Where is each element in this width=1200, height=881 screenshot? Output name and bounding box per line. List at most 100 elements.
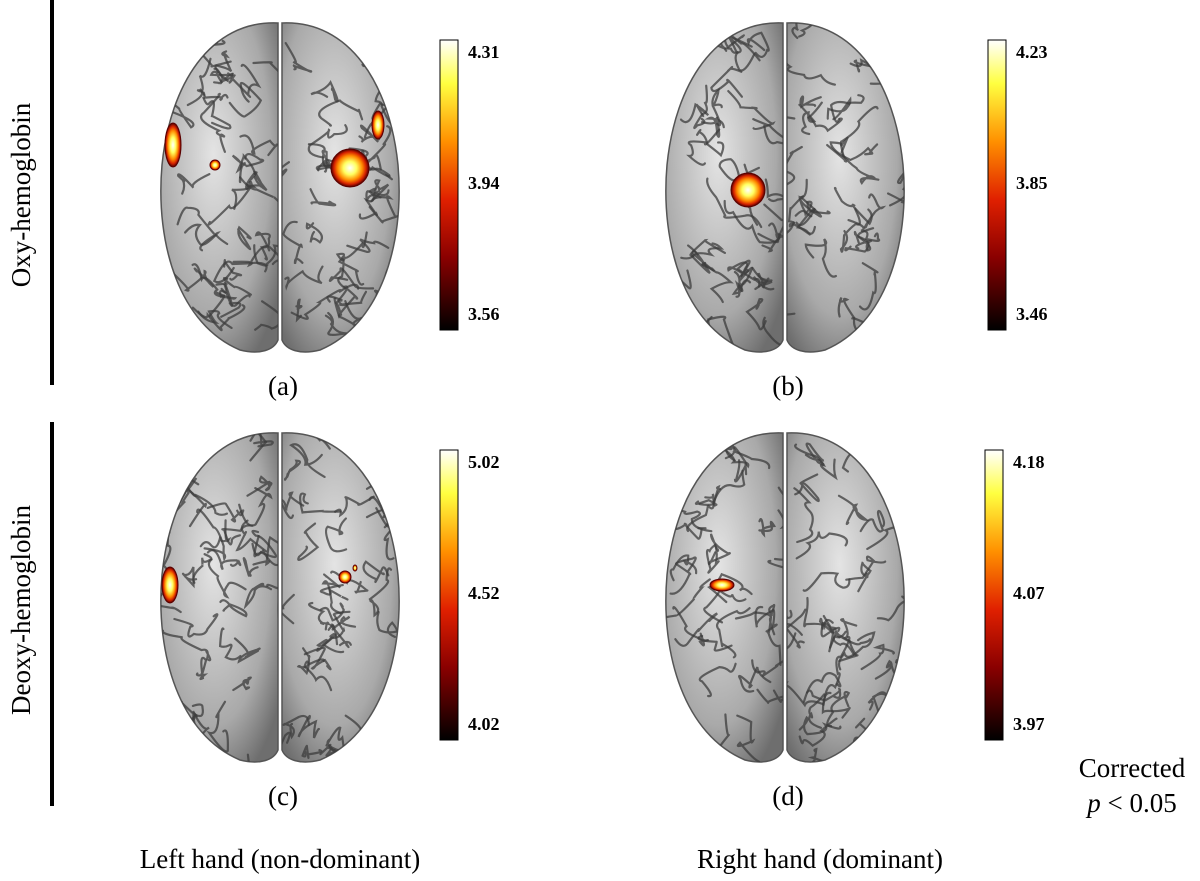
- sulcus: [206, 700, 229, 753]
- sulcus: [305, 222, 324, 244]
- sulcus: [703, 261, 734, 304]
- sulcus: [841, 153, 880, 185]
- sulcus: [243, 582, 273, 610]
- hemisphere: [281, 22, 400, 353]
- activation: [338, 570, 352, 584]
- sulcus: [723, 199, 781, 244]
- sulcus: [795, 207, 831, 235]
- sulcus: [804, 238, 837, 278]
- sulcus: [282, 731, 291, 760]
- sulcus: [238, 152, 265, 184]
- sulcus: [239, 134, 278, 157]
- sulcus: [736, 714, 761, 762]
- sulcus: [384, 273, 400, 301]
- sulcus: [316, 610, 351, 652]
- sulcus: [853, 230, 873, 252]
- sulcus: [195, 656, 209, 681]
- sulcus: [837, 631, 876, 671]
- sulcus: [702, 432, 735, 453]
- sulcus: [251, 529, 278, 559]
- sulcus: [223, 259, 243, 281]
- sulcus: [829, 629, 858, 656]
- sulcus: [282, 714, 310, 740]
- colorbar-label: 5.02: [468, 452, 500, 472]
- note: Corrected: [1079, 753, 1186, 783]
- colorbar-label: 3.97: [1013, 714, 1045, 734]
- sulcus: [665, 578, 711, 621]
- sulcus: [246, 475, 273, 497]
- sulcus: [282, 491, 305, 520]
- sulcus: [316, 633, 345, 654]
- brain: [160, 432, 400, 763]
- sulcus: [707, 533, 731, 566]
- sulcus: [231, 153, 256, 175]
- sulcus: [820, 622, 841, 653]
- hemisphere: [281, 432, 400, 763]
- sulcus: [381, 71, 400, 94]
- sulcus: [826, 105, 879, 163]
- activation: [164, 122, 182, 168]
- sulcus: [707, 315, 738, 352]
- sulcus: [218, 627, 242, 661]
- sulcus: [242, 432, 274, 448]
- sulcus: [254, 300, 278, 331]
- sulcus: [670, 522, 707, 540]
- sulcus: [698, 469, 746, 506]
- sulcus: [733, 459, 748, 483]
- sulcus: [829, 94, 865, 123]
- sulcus: [283, 459, 302, 481]
- sulcus: [181, 566, 198, 589]
- sulcus: [365, 187, 390, 202]
- colorbar-label: 4.31: [468, 42, 500, 62]
- sulcus: [365, 453, 400, 490]
- sulcus: [679, 102, 710, 124]
- sulcus: [805, 687, 842, 702]
- sulcus: [335, 231, 368, 262]
- sulcus: [665, 729, 673, 762]
- sulcus: [863, 193, 887, 229]
- sulcus: [297, 522, 320, 561]
- note: p < 0.05: [1085, 788, 1176, 818]
- brain: [160, 22, 400, 353]
- activation: [709, 578, 735, 592]
- sulcus: [715, 607, 751, 659]
- sulcus: [206, 549, 242, 571]
- activation: [371, 110, 385, 140]
- sulcus: [727, 90, 776, 131]
- column-label: Left hand (non-dominant): [140, 844, 420, 874]
- sulcus: [826, 690, 851, 728]
- colorbar-label: 4.52: [468, 583, 500, 603]
- colorbar-label: 4.07: [1013, 583, 1045, 603]
- sulcus: [731, 279, 752, 298]
- gyri: [160, 39, 278, 334]
- sulcus: [793, 487, 814, 544]
- sulcus: [706, 177, 763, 229]
- sulcus: [837, 296, 861, 335]
- colorbar: [987, 39, 1007, 331]
- activation: [330, 148, 370, 188]
- sulcus: [821, 691, 851, 719]
- sulcus: [686, 128, 721, 166]
- sulcus: [308, 601, 331, 631]
- sulcus: [798, 715, 842, 736]
- sulcus: [368, 195, 399, 224]
- sulcus: [296, 647, 311, 676]
- sulcus: [202, 96, 232, 130]
- sulcus: [233, 637, 261, 664]
- sulcus: [299, 492, 342, 514]
- panel-label: (c): [268, 781, 298, 811]
- sulcus: [808, 693, 826, 729]
- sulcus: [724, 443, 771, 470]
- gyri: [787, 438, 905, 762]
- sulcus: [176, 206, 217, 252]
- sulcus: [787, 56, 836, 86]
- sulcus: [376, 610, 398, 638]
- sulcus: [797, 178, 823, 218]
- sulcus: [710, 65, 743, 98]
- sulcus: [761, 222, 783, 253]
- brain: [665, 22, 905, 353]
- sulcus: [857, 561, 873, 593]
- sulcus: [228, 81, 263, 118]
- sulcus: [802, 571, 851, 592]
- sulcus: [833, 186, 873, 226]
